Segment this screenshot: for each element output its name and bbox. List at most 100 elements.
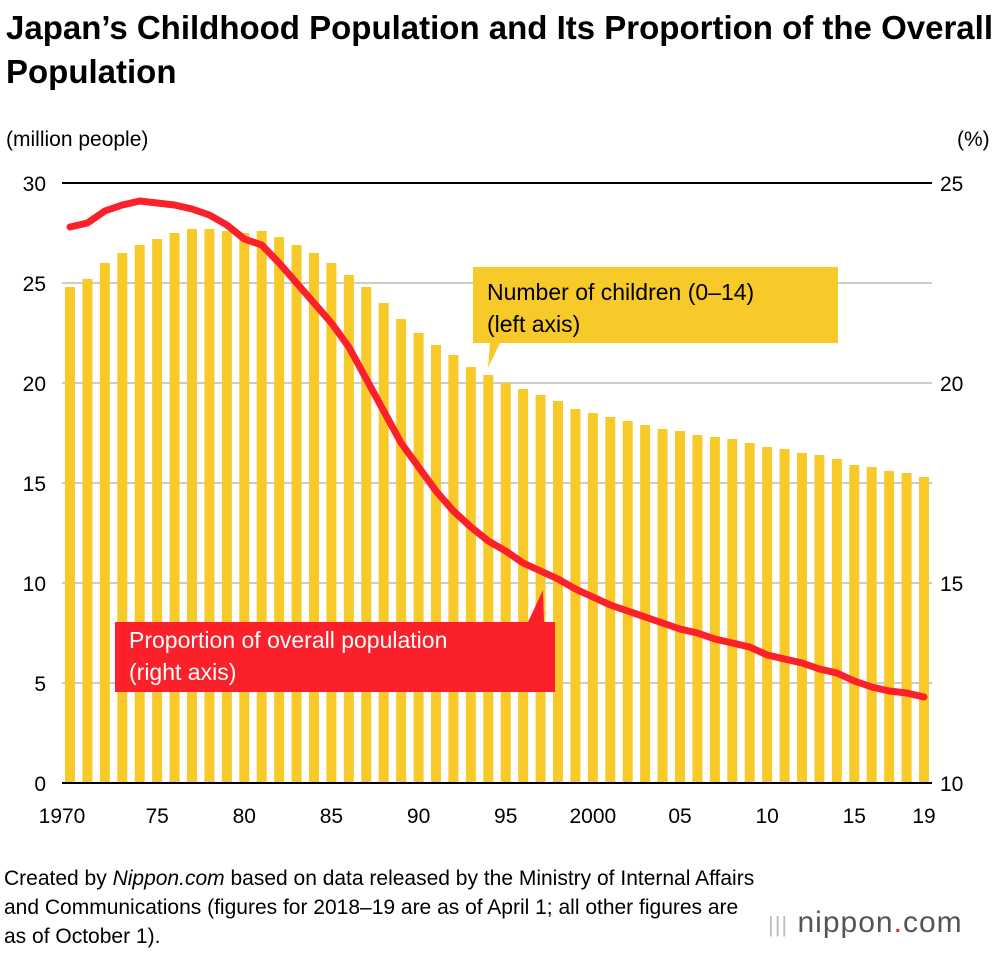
x-tick-label: 1970 [39,805,86,828]
line-point [417,466,420,468]
line-point [103,210,106,212]
line-point [313,302,315,304]
line-point [835,672,838,674]
x-tick-label: 10 [755,805,778,828]
line-point [69,226,71,228]
bar [152,239,163,783]
line-annotation-line1: Proportion of overall population [129,627,447,653]
bar [762,447,773,783]
line-point [748,646,751,648]
line-annotation-box [115,590,555,692]
bar [500,383,511,783]
line-point [609,604,612,606]
bar [256,231,267,783]
line-point [487,540,490,542]
bar [309,253,319,783]
line-point [400,442,403,444]
bar [605,417,616,783]
right-axis-unit: (%) [957,128,990,151]
bar [814,455,825,783]
bar [274,237,285,783]
line-point [469,526,472,528]
bar [779,449,790,783]
line-point [818,668,821,670]
x-tick-label: 15 [843,805,866,828]
line-point [870,686,873,688]
bar [901,473,912,783]
bar [570,409,581,783]
left-tick-label: 20 [23,373,46,396]
line-point [783,658,786,660]
line-point [382,410,385,412]
line-point [86,222,89,224]
bar [797,453,807,783]
bar [709,437,720,783]
x-tick-label: 05 [668,805,691,828]
logo-name: nippon [797,906,894,939]
left-tick-label: 15 [23,473,46,496]
logo-tld: com [902,906,963,939]
line-point [713,638,716,640]
left-tick-label: 30 [23,173,46,196]
line-point [347,346,350,348]
nippon-logo: ||| nippon.com [768,906,963,939]
line-point [191,208,193,210]
bar [675,431,685,783]
x-tick-label: 85 [320,805,343,828]
logo-dot: . [893,906,903,939]
line-point [905,692,908,694]
bar [919,477,929,783]
right-tick-label: 10 [940,773,963,796]
line-point [208,214,211,216]
line-point [260,244,263,246]
bar [82,279,93,783]
right-tick-label: 15 [940,573,963,596]
bar [117,253,128,783]
source-name: Nippon.com [112,867,225,890]
bar [553,401,563,783]
line-point [731,642,734,644]
source-prefix: Created by [4,867,113,890]
left-tick-label: 0 [34,773,46,796]
left-tick-label: 10 [23,573,46,596]
bar [204,229,215,783]
line-point [801,662,803,664]
line-point [365,378,368,380]
right-tick-label: 25 [940,173,963,196]
line-point [452,510,455,512]
bar [169,233,180,783]
x-tick-label: 80 [233,805,256,828]
line-point [225,224,228,226]
bar [657,429,668,783]
bar [239,233,250,783]
bar [465,367,476,783]
bar [221,231,232,783]
x-tick-label: 2000 [569,805,616,828]
bar [134,245,145,783]
bar [535,395,546,783]
line-point [626,610,629,612]
bar [448,355,459,783]
bar [866,467,877,783]
left-tick-label: 25 [23,273,46,296]
line-point [278,262,281,264]
right-tick-label: 20 [940,373,963,396]
line-point [295,282,298,284]
bar [884,471,895,783]
x-tick-label: 75 [145,805,168,828]
bar [431,345,441,783]
bar [343,275,354,783]
bar [727,439,738,783]
bars-annotation-line2: (left axis) [487,311,580,337]
bar [326,263,337,783]
line-annotation-line2: (right axis) [129,659,236,685]
bar [622,421,633,783]
bar [187,229,197,783]
line-point [853,680,856,682]
bar [692,435,703,783]
line-point [435,490,437,492]
chart-title: Japan’s Childhood Population and Its Pro… [6,9,993,90]
source-suffix: based on data released by the Ministry o… [4,867,755,948]
